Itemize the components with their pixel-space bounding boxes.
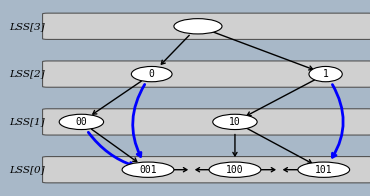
Text: LSS[2]: LSS[2] (9, 70, 44, 79)
Text: 10: 10 (229, 117, 241, 127)
Text: 0: 0 (149, 69, 155, 79)
Ellipse shape (131, 66, 172, 82)
Text: 100: 100 (226, 165, 244, 175)
FancyBboxPatch shape (43, 13, 370, 39)
Ellipse shape (122, 162, 174, 177)
Text: 001: 001 (139, 165, 157, 175)
Ellipse shape (298, 162, 350, 177)
Text: 101: 101 (315, 165, 333, 175)
Ellipse shape (174, 19, 222, 34)
Text: 1: 1 (323, 69, 329, 79)
FancyBboxPatch shape (43, 109, 370, 135)
Text: LSS[1]: LSS[1] (9, 117, 44, 126)
Ellipse shape (213, 114, 257, 130)
Text: LSS[3]: LSS[3] (9, 22, 44, 31)
Text: LSS[0]: LSS[0] (9, 165, 44, 174)
FancyBboxPatch shape (43, 157, 370, 183)
FancyBboxPatch shape (43, 61, 370, 87)
Ellipse shape (309, 66, 342, 82)
Ellipse shape (209, 162, 261, 177)
Text: 00: 00 (75, 117, 87, 127)
Ellipse shape (59, 114, 104, 130)
